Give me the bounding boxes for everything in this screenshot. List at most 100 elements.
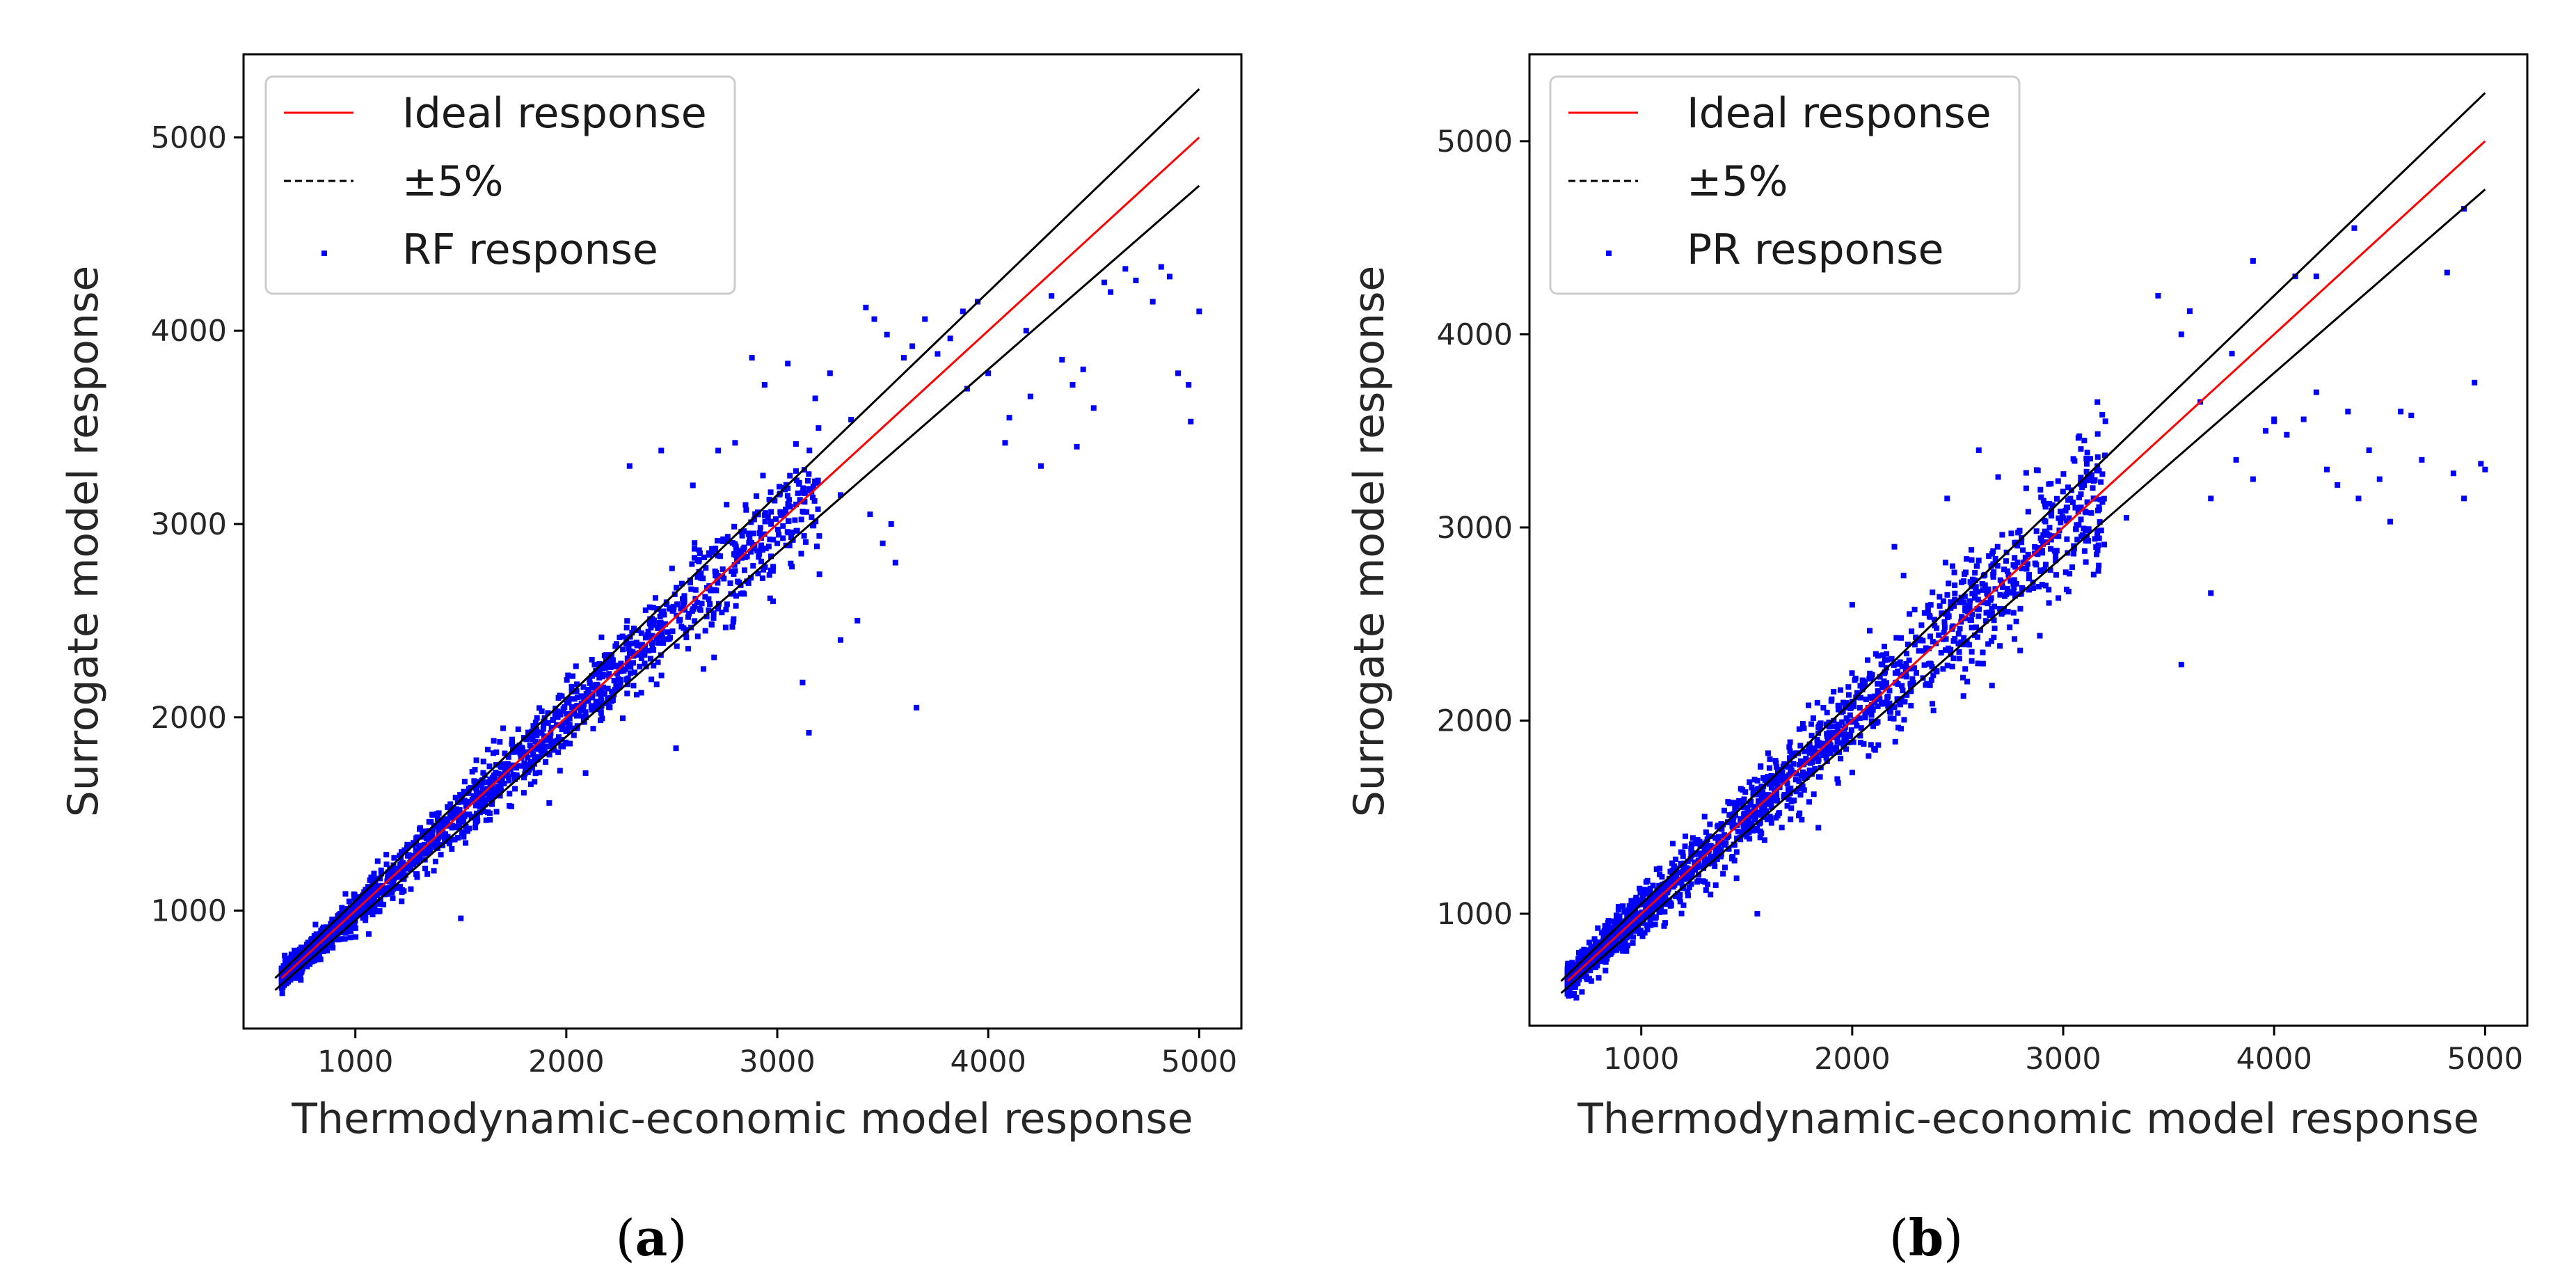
scatter-point-dense: [2046, 587, 2052, 593]
scatter-point-dense: [2030, 585, 2036, 592]
scatter-point-dense: [658, 672, 665, 678]
scatter-point: [2408, 412, 2415, 418]
scatter-point-dense: [431, 868, 437, 874]
scatter-point-dense: [1730, 819, 1736, 825]
scatter-point-dense: [415, 859, 421, 866]
scatter-point-dense: [754, 493, 760, 499]
scatter-point-dense: [2094, 551, 2100, 557]
scatter-point-dense: [1644, 926, 1651, 932]
scatter-point-dense: [1678, 879, 1685, 885]
scatter-point-dense: [1758, 830, 1765, 836]
scatter-point-dense: [1661, 923, 1667, 929]
scatter-point-dense: [741, 567, 747, 573]
scatter-point-dense: [744, 553, 750, 559]
scatter-point-dense: [1941, 629, 1947, 635]
scatter-point-dense: [1768, 804, 1774, 810]
scatter-point-dense: [1767, 756, 1773, 762]
scatter-point-dense: [541, 718, 547, 724]
scatter-point-dense: [2078, 446, 2084, 452]
scatter-point-dense: [1703, 829, 1709, 835]
scatter-point-dense: [394, 885, 400, 891]
scatter-point-dense: [369, 912, 376, 918]
y-axis-label-a: Surrogate model response: [59, 266, 108, 818]
scatter-point-dense: [2094, 547, 2101, 553]
scatter-point-dense: [598, 710, 604, 716]
scatter-point-dense: [356, 903, 362, 909]
scatter-point-dense: [425, 836, 431, 843]
scatter-point-dense: [341, 920, 347, 926]
scatter-point: [1166, 273, 1172, 280]
scatter-point-dense: [1661, 898, 1667, 904]
scatter-point-dense: [2101, 452, 2108, 459]
scatter-point-dense: [1884, 657, 1891, 663]
scatter-point-dense: [1886, 700, 1893, 706]
scatter-point-dense: [1744, 834, 1750, 840]
scatter-point-dense: [1870, 723, 1877, 729]
scatter-point-dense: [1575, 959, 1582, 965]
scatter-point-dense: [2007, 578, 2014, 584]
scatter-point-dense: [1838, 756, 1844, 762]
scatter-point-dense: [1955, 630, 1962, 637]
scatter-point-dense: [650, 640, 656, 646]
scatter-point-dense: [571, 696, 578, 702]
scatter-point-dense: [689, 608, 695, 614]
scatter-point-dense: [1798, 772, 1804, 779]
scatter-point-dense: [762, 510, 768, 516]
scatter-point-dense: [1942, 559, 1948, 566]
scatter-point-dense: [463, 803, 469, 809]
scatter-point-dense: [633, 692, 639, 698]
scatter-point-dense: [2083, 559, 2089, 565]
scatter-point-dense: [1790, 770, 1797, 776]
scatter-point-dense: [1997, 592, 2003, 598]
caption-close-a: ): [667, 1209, 687, 1267]
scatter-point-dense: [1631, 928, 1637, 934]
scatter-point: [2178, 331, 2184, 338]
scatter-point-dense: [479, 787, 486, 793]
scatter-point-dense: [1851, 704, 1857, 710]
scatter-point-dense: [1689, 835, 1696, 841]
scatter-point-dense: [397, 883, 403, 889]
scatter-point-dense: [1655, 891, 1662, 897]
scatter-point-dense: [306, 955, 312, 962]
scatter-point-dense: [2098, 479, 2104, 485]
scatter-point-dense: [2088, 510, 2094, 516]
scatter-point-dense: [1785, 763, 1791, 770]
scatter-point-dense: [372, 887, 378, 894]
scatter-point-dense: [564, 676, 570, 683]
scatter-point-dense: [340, 913, 346, 919]
scatter-point-dense: [2090, 478, 2097, 484]
scatter-point-dense: [697, 550, 703, 557]
scatter-point-dense: [713, 587, 719, 594]
scatter-point-dense: [1962, 666, 1969, 672]
scatter-point-dense: [782, 486, 788, 493]
scatter-point-dense: [2090, 485, 2096, 491]
scatter-point-dense: [1950, 656, 1957, 662]
scatter-point-dense: [1600, 932, 1607, 938]
scatter-point-dense: [1637, 930, 1643, 937]
scatter-point-dense: [1826, 749, 1832, 755]
scatter-point-dense: [1768, 785, 1774, 791]
scatter-point-dense: [1742, 789, 1749, 795]
scatter-point-dense: [706, 596, 712, 602]
scatter-point-dense: [694, 574, 701, 580]
scatter-point-dense: [1796, 778, 1802, 784]
scatter-point-dense: [532, 770, 539, 777]
scatter-point-dense: [1597, 944, 1603, 951]
scatter-point-dense: [1921, 610, 1927, 616]
scatter-point-dense: [532, 738, 539, 745]
scatter-point-dense: [408, 886, 414, 892]
scatter-point-dense: [1588, 961, 1594, 967]
scatter-point-dense: [748, 575, 754, 581]
scatter-point-dense: [2043, 562, 2049, 568]
scatter-point-dense: [559, 693, 565, 699]
scatter-point-dense: [1936, 632, 1942, 638]
scatter-point-dense: [390, 881, 397, 887]
x-tick-label-a-2: 3000: [739, 1045, 815, 1079]
scatter-point: [2284, 431, 2290, 438]
scatter-point-dense: [1893, 635, 1900, 641]
scatter-point-dense: [284, 962, 290, 968]
scatter-point-dense: [382, 885, 388, 891]
scatter-point-dense: [1688, 845, 1694, 851]
scatter-point-dense: [282, 958, 288, 964]
scatter-point-dense: [2056, 515, 2062, 521]
